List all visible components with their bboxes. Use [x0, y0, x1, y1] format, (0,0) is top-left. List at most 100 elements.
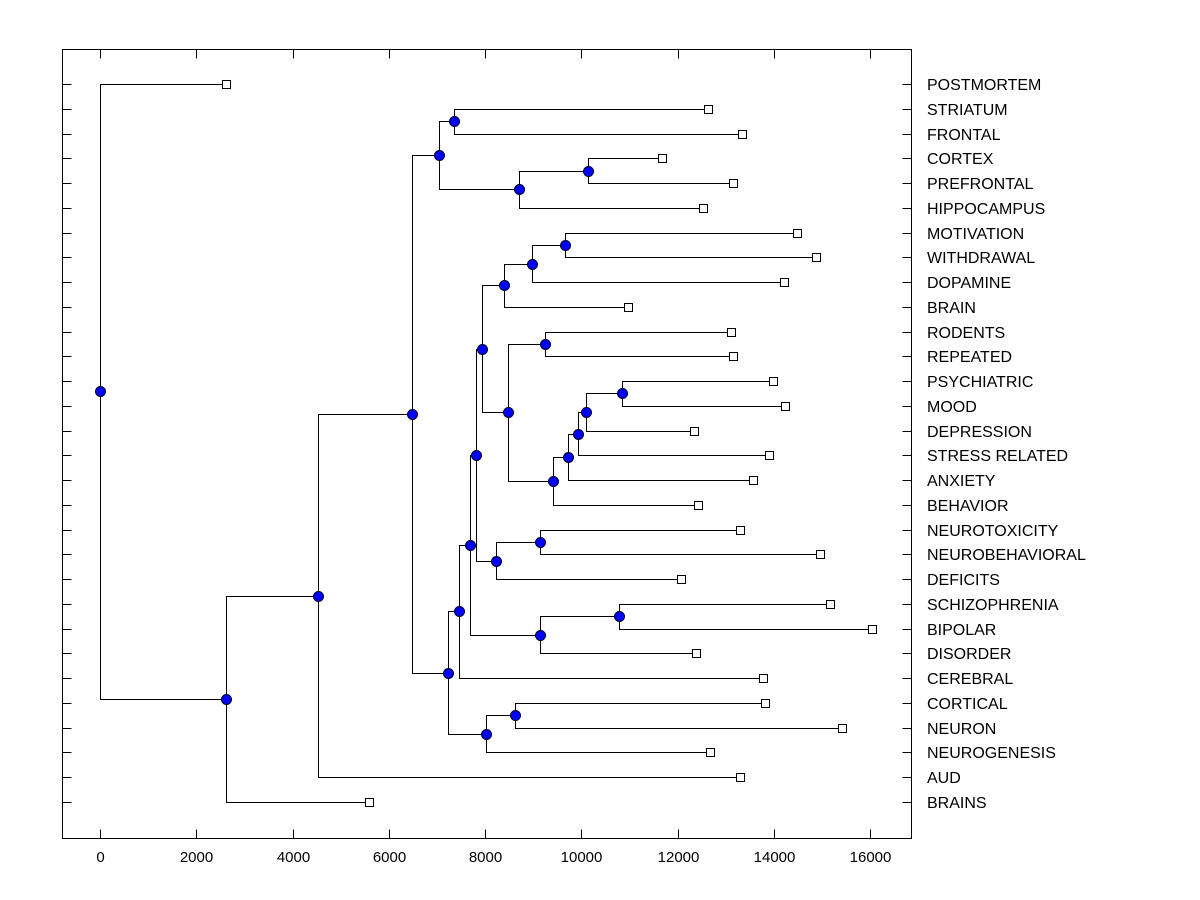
node-marker-n10140	[583, 166, 594, 177]
leaf-label-frontal: FRONTAL	[927, 127, 1001, 144]
node-marker-n7230	[443, 668, 454, 679]
link-n10780-SCHIZOPHRENIA	[619, 604, 831, 617]
node-marker-n8620	[510, 710, 521, 721]
node-marker-n7040	[434, 150, 445, 161]
leaf-label-neurogenesis: NEUROGENESIS	[927, 745, 1056, 762]
link-n9250-REPEATED	[545, 344, 734, 357]
leaf-marker-cerebral	[759, 674, 768, 683]
leaf-marker-aud	[736, 773, 745, 782]
leaf-label-deficits: DEFICITS	[927, 572, 1000, 589]
node-marker-n7360	[449, 116, 460, 127]
leaf-marker-neurobehavioral	[816, 550, 825, 559]
link-n8480-n9250	[508, 344, 546, 413]
leaf-marker-postmortem	[222, 80, 231, 89]
leaf-label-repeated: REPEATED	[927, 349, 1012, 366]
leaf-label-cortex: CORTEX	[927, 151, 994, 168]
leaf-marker-schizophrenia	[826, 600, 835, 609]
leaf-marker-motivation	[793, 229, 802, 238]
leaf-label-aud: AUD	[927, 770, 961, 787]
leaf-label-neurobehavioral: NEUROBEHAVIORAL	[927, 547, 1086, 564]
leaf-label-psychiatric: PSYCHIATRIC	[927, 374, 1033, 391]
link-n8480-n9410	[508, 412, 554, 482]
link-n9720-ANXIETY	[568, 457, 754, 481]
leaf-marker-bipolar	[868, 625, 877, 634]
node-markers	[95, 116, 628, 740]
x-tick-label: 2000	[180, 849, 213, 866]
node-marker-n8980	[527, 259, 538, 270]
leaf-marker-psychiatric	[769, 377, 778, 386]
link-n8020-n8620	[486, 715, 516, 735]
node-marker-n7810	[471, 450, 482, 461]
node-marker-n8020	[481, 729, 492, 740]
node-marker-n8230	[491, 556, 502, 567]
link-n9660-MOTIVATION	[565, 233, 798, 246]
leaf-label-dopamine: DOPAMINE	[927, 275, 1011, 292]
link-n8710-n10140	[519, 171, 589, 190]
link-n8620-NEURON	[515, 715, 843, 729]
leaf-labels: POSTMORTEM STRIATUM FRONTAL CORTEX PREFRONTA…	[927, 77, 1086, 812]
link-n9140a-NEUROBEHAVIORAL	[540, 542, 821, 555]
node-marker-n7460	[454, 606, 465, 617]
node-marker-n7940	[477, 344, 488, 355]
link-n8980-n9660	[532, 245, 566, 265]
link-n9930-STRESS_RELATED	[578, 434, 770, 456]
leaf-marker-repeated	[729, 352, 738, 361]
link-n7460-CEREBRAL	[459, 611, 764, 679]
x-axis-tick-labels: 0 2000 4000 6000 8000 10000 12000 14000 16000	[96, 849, 891, 866]
link-n8230-n9140a	[496, 542, 541, 562]
link-n9410-BEHAVIOR	[553, 481, 699, 506]
link-n7810-n7940	[476, 349, 483, 456]
leaf-marker-deficits	[677, 575, 686, 584]
leaf-marker-anxiety	[749, 476, 758, 485]
link-n10850-PSYCHIATRIC	[622, 381, 774, 394]
leaf-label-depression: DEPRESSION	[927, 424, 1032, 441]
leaf-marker-disorder	[692, 649, 701, 658]
node-marker-n9930	[573, 429, 584, 440]
link-n6480-n7040	[412, 155, 440, 415]
leaf-label-postmortem: POSTMORTEM	[927, 77, 1041, 94]
link-n8390-n8980	[504, 264, 533, 286]
link-n10850-MOOD	[622, 393, 786, 407]
link-n4530-AUD	[318, 596, 741, 778]
leaf-marker-brains	[365, 798, 374, 807]
leaf-marker-hippocampus	[699, 204, 708, 213]
node-marker-n6480	[407, 409, 418, 420]
node-marker-n9140a	[535, 537, 546, 548]
link-n2620-BRAINS	[226, 699, 370, 803]
link-n8390-BRAIN	[504, 285, 629, 308]
node-marker-n2620	[221, 694, 232, 705]
leaf-label-striatum: STRIATUM	[927, 102, 1008, 119]
x-tick-label: 10000	[561, 849, 603, 866]
leaf-marker-dopamine	[780, 278, 789, 287]
x-tick-label: 16000	[850, 849, 892, 866]
leaf-marker-cortex	[658, 154, 667, 163]
link-n8980-DOPAMINE	[532, 264, 785, 283]
dendrogram-links	[100, 84, 873, 803]
node-marker-n9140b	[535, 630, 546, 641]
leaf-marker-behavior	[694, 501, 703, 510]
x-tick-label: 8000	[469, 849, 502, 866]
leaf-label-stress_related: STRESS RELATED	[927, 448, 1068, 465]
node-marker-n8710	[514, 184, 525, 195]
link-n9140b-DISORDER	[540, 635, 697, 654]
link-n10780-BIPOLAR	[619, 616, 873, 630]
leaf-marker-stress_related	[765, 451, 774, 460]
leaf-label-bipolar: BIPOLAR	[927, 622, 996, 639]
plot-frame	[62, 49, 912, 839]
link-n7040-n8710	[439, 155, 520, 190]
leaf-label-brain: BRAIN	[927, 300, 976, 317]
link-n8230-DEFICITS	[496, 561, 682, 580]
leaf-marker-mood	[781, 402, 790, 411]
node-marker-n8390	[499, 280, 510, 291]
node-marker-n9410	[548, 476, 559, 487]
leaf-label-disorder: DISORDER	[927, 646, 1011, 663]
link-n10100-n10850	[586, 393, 623, 413]
link-n9250-RODENTS	[545, 332, 732, 345]
x-tick-label: 4000	[277, 849, 310, 866]
leaf-marker-rodents	[727, 328, 736, 337]
link-n7230-n7460	[448, 611, 460, 674]
link-n7690-n7810	[470, 455, 477, 546]
link-n_root-n2620	[100, 391, 227, 700]
link-n7810-n8230	[476, 455, 497, 562]
link-n6480-n7230	[412, 414, 449, 674]
